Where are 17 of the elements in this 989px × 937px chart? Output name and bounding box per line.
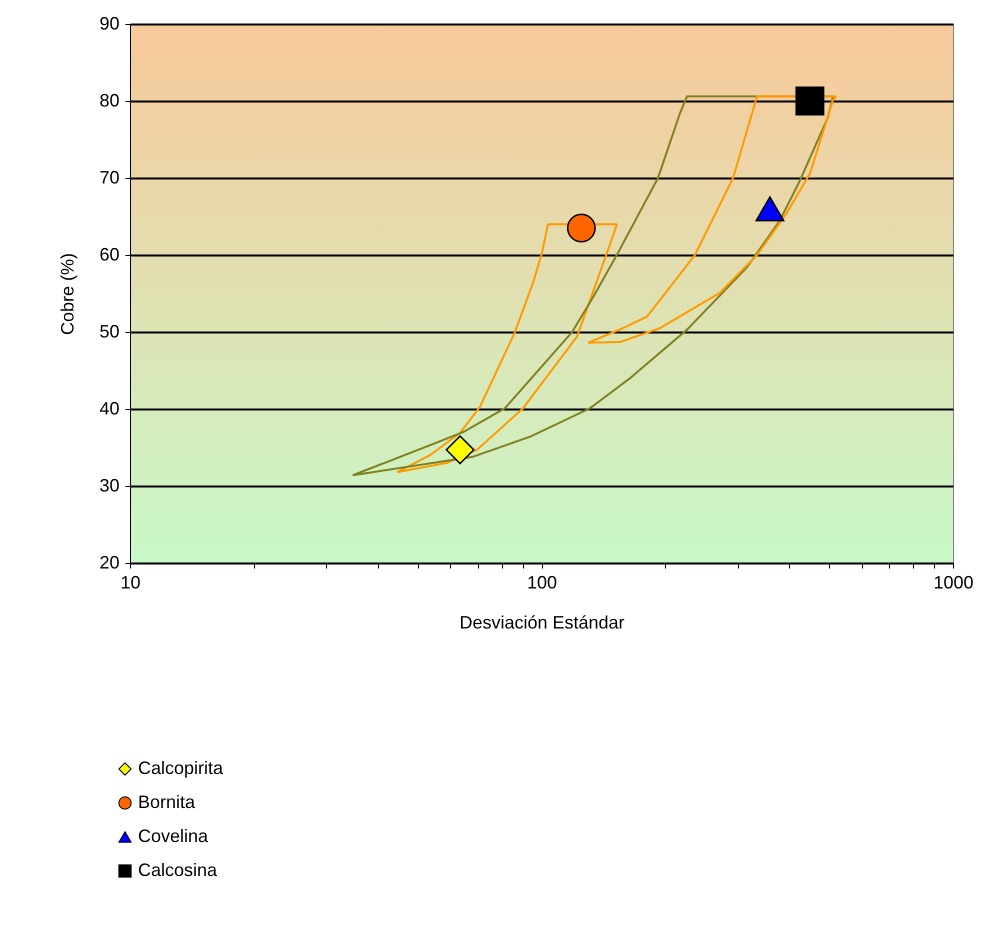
legend-label: Calcopirita [138, 758, 224, 778]
legend-label: Bornita [138, 792, 196, 812]
y-tick-label: 70 [99, 168, 120, 188]
y-tick-label: 40 [99, 398, 120, 418]
y-tick-label: 90 [99, 14, 120, 34]
x-axis-title: Desviación Estándar [459, 612, 625, 632]
x-tick-label: 1000 [933, 572, 974, 592]
legend-label: Calcosina [138, 860, 218, 880]
y-tick-label: 80 [99, 90, 120, 110]
legend-label: Covelina [138, 826, 210, 846]
y-tick-label: 60 [99, 244, 120, 264]
y-tick-label: 20 [99, 552, 120, 572]
x-tick-label: 100 [526, 572, 558, 592]
y-tick-label: 30 [99, 476, 120, 496]
x-tick-label: 10 [120, 572, 141, 592]
y-axis-title: Cobre (%) [57, 252, 78, 336]
y-tick-label: 50 [99, 322, 120, 342]
